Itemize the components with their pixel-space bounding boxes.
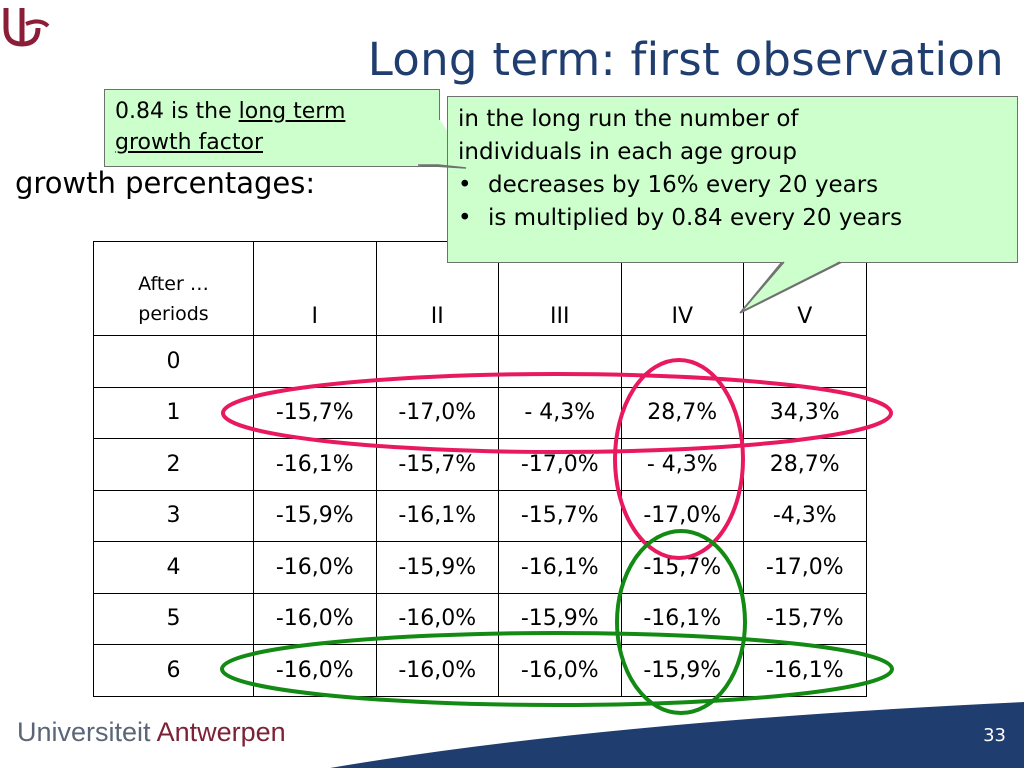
row-period: 1 (93, 386, 254, 439)
header-col-1: I (253, 241, 377, 336)
table-cell: -16,1% (253, 438, 377, 491)
table-cell: -15,7% (375, 438, 499, 491)
callout-line: individuals in each age group (458, 139, 797, 165)
table-cell: -16,0% (375, 592, 499, 645)
table-row: 3 -15,9% -16,1% -15,7% -17,0% -4,3% (93, 489, 867, 542)
table-cell: -15,9% (375, 541, 499, 594)
table-row: 6 -16,0% -16,0% -16,0% -15,9% -16,1% (93, 644, 867, 697)
table-cell: -15,7% (498, 489, 622, 542)
row-period: 4 (93, 541, 254, 594)
row-period: 0 (93, 335, 254, 388)
table-row: 5 -16,0% -16,0% -15,9% -16,1% -15,7% (93, 592, 867, 645)
row-period: 3 (93, 489, 254, 542)
table-cell: -16,1% (620, 592, 744, 645)
table-cell: -16,0% (498, 644, 622, 697)
callout-prefix-text: 0.84 is the (115, 99, 239, 124)
table-cell: -16,0% (375, 644, 499, 697)
callout-underlined-text: growth factor (115, 130, 263, 155)
header-periods-line2: periods (138, 303, 209, 325)
table-cell: -17,0% (375, 386, 499, 439)
callout-line: in the long run the number of (458, 106, 799, 132)
row-period: 5 (93, 592, 254, 645)
footer-name-part2: Antwerpen (156, 717, 286, 747)
header-col-2: II (375, 241, 499, 336)
table-cell: -15,7% (253, 386, 377, 439)
table-cell: -16,0% (253, 644, 377, 697)
table-row: 0 (93, 335, 867, 388)
bullet-marker: • (458, 205, 472, 231)
table-cell: 28,7% (743, 438, 867, 491)
callout-bullet: • is multiplied by 0.84 every 20 years (458, 202, 1007, 235)
table-cell (253, 335, 377, 388)
header-periods: After … periods (93, 241, 254, 336)
table-cell: -15,7% (620, 541, 744, 594)
table-cell: - 4,3% (498, 386, 622, 439)
table-cell: -16,0% (253, 541, 377, 594)
university-logo (3, 8, 50, 47)
page-number: 33 (983, 725, 1006, 746)
footer-university-name: Universiteit Antwerpen (17, 717, 286, 748)
table-cell: -16,1% (743, 644, 867, 697)
long-run-callout: in the long run the number of individual… (447, 96, 1018, 263)
table-cell: -15,7% (743, 592, 867, 645)
table-cell: -16,1% (498, 541, 622, 594)
table-cell: 28,7% (620, 386, 744, 439)
growth-percentages-label: growth percentages: (15, 166, 316, 200)
table-cell: -15,9% (620, 644, 744, 697)
table-cell: -17,0% (498, 438, 622, 491)
row-period: 6 (93, 644, 254, 697)
table-cell: -4,3% (743, 489, 867, 542)
table-cell: -17,0% (620, 489, 744, 542)
header-periods-line1: After … (138, 273, 209, 295)
table-cell (375, 335, 499, 388)
bullet-marker: • (458, 172, 472, 198)
table-cell: -15,9% (253, 489, 377, 542)
bullet-text: is multiplied by 0.84 every 20 years (488, 205, 903, 231)
table-cell: -16,1% (375, 489, 499, 542)
table-row: 4 -16,0% -15,9% -16,1% -15,7% -17,0% (93, 541, 867, 594)
bullet-text: decreases by 16% every 20 years (488, 172, 879, 198)
table-cell: -17,0% (743, 541, 867, 594)
table-cell: -16,0% (253, 592, 377, 645)
table-cell: -15,9% (498, 592, 622, 645)
table-row: 2 -16,1% -15,7% -17,0% - 4,3% 28,7% (93, 438, 867, 491)
footer-band (330, 702, 1024, 768)
table-cell (620, 335, 744, 388)
footer-name-part1: Universiteit (17, 717, 151, 747)
table-row: 1 -15,7% -17,0% - 4,3% 28,7% 34,3% (93, 386, 867, 439)
table-cell (498, 335, 622, 388)
callout-bullet: • decreases by 16% every 20 years (458, 169, 1007, 202)
growth-table: After … periods I II III IV V 0 1 -15,7%… (93, 241, 867, 697)
table-cell (743, 335, 867, 388)
callout-underlined-text: long term (238, 99, 346, 124)
row-period: 2 (93, 438, 254, 491)
table-cell: 34,3% (743, 386, 867, 439)
table-cell: - 4,3% (620, 438, 744, 491)
growth-factor-callout: 0.84 is the long term growth factor (104, 89, 440, 167)
slide-title: Long term: first observation (367, 33, 1004, 86)
